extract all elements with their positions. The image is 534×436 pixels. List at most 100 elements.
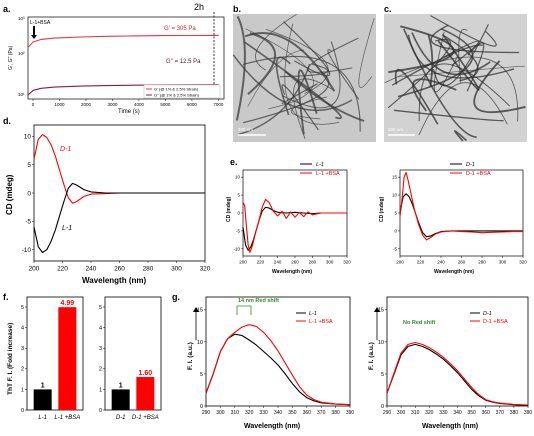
panel-e-left-xtick-0: 200: [239, 260, 247, 265]
panel-e-right-xlabel: Wavelength (nm): [434, 269, 474, 275]
panel-f-left-value-0: 1: [41, 382, 45, 389]
c-fibres-fibre-23: [384, 56, 519, 122]
panel-g-right-xtick-10: 390: [524, 410, 533, 416]
panel-f-left-category-0: L-1: [38, 415, 47, 421]
panel-e-left-xtick-2: 240: [274, 260, 282, 265]
panel-a-ytick-0: 10³: [18, 16, 25, 21]
panel-e-left-ylabel: CD (mdeg): [226, 196, 232, 222]
panel-e-left-legend-0: L-1: [316, 162, 324, 168]
panel-g-right-ytick-1: 10: [378, 340, 384, 346]
panel-g-right-xtick-1: 300: [397, 410, 406, 416]
panel-d-xtick-2: 240: [86, 266, 97, 273]
panel-g-left-xlabel: Wavelength (nm): [244, 423, 300, 430]
panel-f-right-value-1: 1.60: [139, 370, 153, 377]
panel-a-xtick-3: 3000: [107, 102, 118, 107]
panel-g-left-yarrow-head: [193, 307, 199, 312]
panel-f-left-frame: [26, 296, 84, 411]
panel-b-letter: b.: [233, 4, 241, 14]
b-fibres-fibre-19: [279, 63, 329, 78]
panel-g-right-line-DBSA: [386, 341, 529, 406]
panel-g-right-yarrow-head: [374, 307, 380, 312]
panel-f-right-bar-1: [136, 377, 155, 410]
panel-g-left-annotation: 14 nm Red shift: [238, 298, 279, 304]
panel-g-right-xtick-2: 310: [411, 410, 420, 416]
panel-a-arrowhead: [31, 35, 37, 39]
panel-a-legend-1: G'' (@ 1% & 2.5% Strain): [154, 93, 200, 98]
panel-g-left-plot: 290 300 310 320 330 340 350 360 370 380 390 15 10 5 0: [197, 308, 355, 416]
panel-e-left-xtick-4: 280: [309, 260, 317, 265]
panel-d-xtick-6: 320: [200, 266, 211, 273]
panel-g-right-ytick-3: 0: [381, 404, 384, 410]
panel-d-ytick-4: -10: [22, 247, 32, 254]
c-fibres-fibre-24: [437, 35, 480, 91]
c-fibres-fibre-19: [433, 31, 458, 93]
panel-e-right-legend-0: D-1: [466, 162, 475, 168]
panel-d-xtick-0: 200: [29, 266, 40, 273]
panel-a-ylabel: G', G'' (Pa): [8, 45, 14, 70]
panel-f-right-ytick-2: 3: [99, 346, 102, 352]
c-fibres-fibre-22: [407, 34, 515, 79]
panel-e-right-legend-1: D-1 +BSA: [466, 171, 491, 177]
panel-g-right-plot: 290 300 310 320 330 340 350 360 370 380 390 15 10 5 0: [378, 308, 533, 416]
panel-g-right-xtick-4: 330: [439, 410, 448, 416]
panel-f-left-ytick-1: 4: [21, 326, 24, 332]
panel-g-left-xtick-0: 290: [202, 410, 211, 416]
panel-a-xtick-1: 1000: [54, 102, 65, 107]
panel-g-right-legend-0: D-1: [483, 311, 492, 317]
panel-e-left-ytick-0: 10: [235, 175, 241, 180]
b-fibres-fibre-24: [232, 54, 353, 112]
panel-e-right-line-DBSA: [399, 171, 523, 241]
panel-e-left-ytick-1: 5: [237, 193, 240, 198]
panel-d-label-D: D-1: [60, 146, 71, 153]
panel-e-right-xtick-6: 320: [519, 260, 527, 265]
panel-a-xlabel: Time (s): [118, 109, 140, 115]
panel-g-left-bracket: [236, 305, 252, 315]
panel-f-right-ytick-3: 2: [99, 367, 102, 373]
panel-d-xtick-4: 280: [143, 266, 154, 273]
c-fibres-fibre-3: [430, 24, 520, 54]
b-fibres-fibre-1: [265, 28, 329, 94]
panel-e-right-xtick-5: 300: [499, 260, 507, 265]
b-fibres-fibre-23: [281, 83, 318, 105]
b-fibres-fibre-15: [245, 28, 314, 110]
panel-d-xtick-3: 260: [114, 266, 125, 273]
panel-e-right-xtick-0: 200: [396, 260, 404, 265]
panel-e-right-ytick-1: 10: [392, 193, 398, 198]
c-fibres-fibre-9: [411, 32, 491, 76]
panel-e-left-line-LBSA: [242, 198, 347, 253]
b-fibres-fibre-0: [242, 56, 361, 132]
c-fibres-fibre-0: [430, 15, 497, 47]
panel-f-left-bars: 1 L-1 4.99 L-1 +BSA 5 4 3 2 1 0: [21, 300, 80, 421]
panel-a-frame: [27, 16, 225, 100]
b-fibres-fibre-22: [297, 69, 318, 135]
panel-g-left-xtick-3: 320: [245, 410, 254, 416]
panel-f-right-value-0: 1: [119, 382, 123, 389]
panel-e-letter: e.: [230, 157, 238, 167]
panel-g-left-xtick-10: 390: [346, 410, 355, 416]
panel-c-scale-label: 200 nm: [388, 127, 403, 132]
panel-e-right-xtick-1: 220: [417, 260, 425, 265]
panel-g-right-xtick-5: 340: [453, 410, 462, 416]
panel-f-right-bar-0: [111, 389, 130, 410]
panel-e-right-ytick-2: 5: [394, 211, 397, 216]
panel-e-right-frame: [399, 169, 524, 257]
panel-e-left-line-L: [242, 206, 347, 251]
panel-a-legend: [143, 84, 221, 99]
panel-f-ylabel: ThT F. I. (Fold increase): [7, 323, 14, 395]
b-fibres-fibre-6: [275, 56, 291, 116]
panel-a-letter: a.: [3, 4, 11, 14]
panel-a-xtick-7: 7000: [213, 102, 224, 107]
panel-a-arrow-label: L-1+BSA: [30, 20, 51, 26]
panel-b-scale-label: 200 nm: [238, 127, 253, 132]
panel-e-right-line-D: [399, 193, 523, 238]
panel-d-ytick-2: 0: [27, 190, 31, 197]
panel-a-marker: 2h: [194, 2, 204, 12]
panel-d-ytick-0: 10: [24, 134, 32, 141]
panel-f-left-bar-0: [33, 389, 52, 410]
panel-g-right-xtick-7: 360: [482, 410, 491, 416]
b-fibres-fibre-17: [327, 49, 360, 100]
panel-c-letter: c.: [384, 4, 392, 14]
panel-a-ytick-2: 10¹: [18, 92, 25, 97]
b-fibres-fibre-8: [293, 78, 333, 139]
